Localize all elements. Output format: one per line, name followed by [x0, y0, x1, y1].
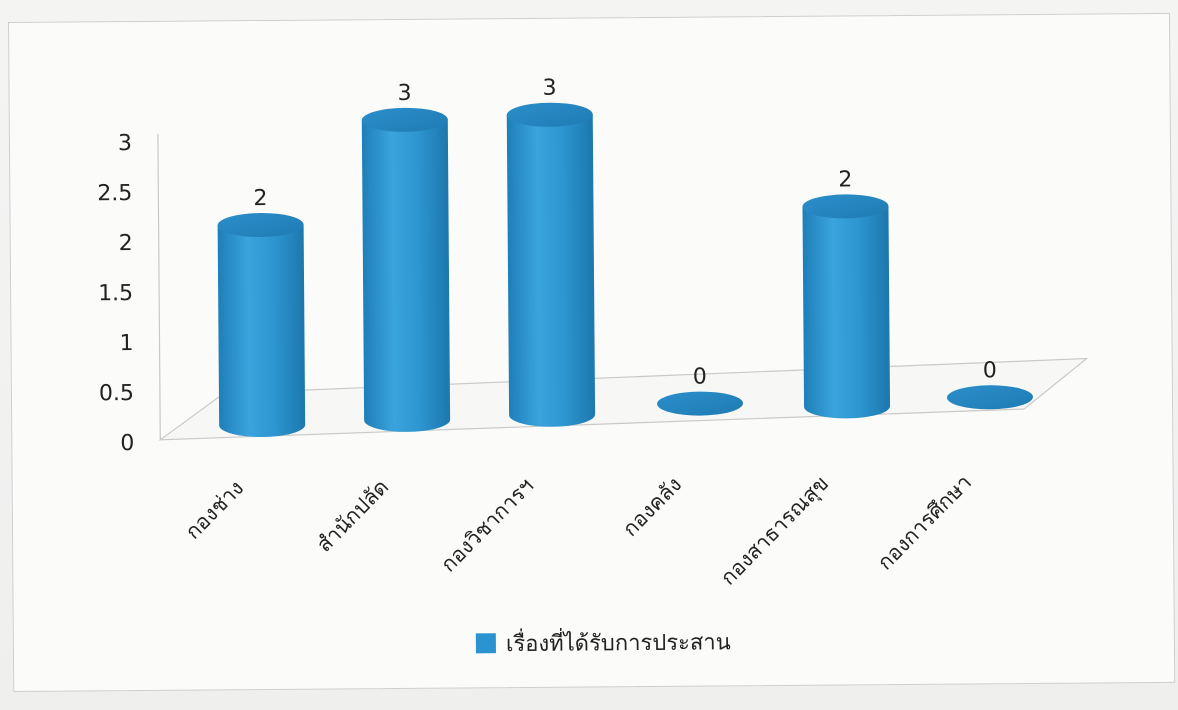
data-labels: 2 3 3 0 2 0 [253, 76, 997, 390]
y-tick-label: 1 [119, 331, 133, 356]
bar-top [946, 385, 1033, 410]
bar-top [657, 391, 744, 416]
y-tick-label: 2.5 [97, 181, 132, 206]
bar-body [802, 206, 891, 419]
legend: เรื่องที่ได้รับการประสาน [475, 626, 731, 657]
bar-top [217, 213, 304, 238]
bar [217, 213, 306, 438]
x-tick-label: กองการศึกษา [873, 470, 976, 575]
bars [217, 102, 1033, 438]
y-tick-label: 0 [120, 431, 134, 456]
bar-top [361, 107, 448, 132]
back-wall-edge [157, 133, 161, 440]
bar-top [802, 194, 889, 219]
y-tick-label: 0.5 [99, 381, 134, 406]
bar [506, 102, 596, 427]
data-label: 0 [983, 358, 997, 383]
data-label: 2 [253, 186, 267, 211]
data-label: 0 [693, 365, 707, 390]
bar [946, 385, 1033, 410]
x-tick-label: กองวิชาการฯ [436, 474, 538, 577]
y-tick-label: 2 [119, 231, 133, 256]
bar-top [506, 102, 593, 127]
x-tick-label: กองสาธารณสุข [716, 471, 834, 590]
x-tick-label: กองคลัง [618, 472, 686, 541]
bar [657, 391, 744, 416]
legend-swatch [475, 633, 496, 654]
x-axis-labels: กองช่าง สำนักปลัด กองวิชาการฯ กองคลัง กองสาธ… [181, 470, 977, 590]
y-tick-label: 3 [118, 131, 132, 156]
bar-body [361, 119, 451, 432]
data-label: 3 [542, 76, 556, 101]
bar-body [506, 114, 596, 427]
bar [361, 107, 451, 432]
bar [802, 194, 891, 419]
x-tick-label: สำนักปลัด [312, 475, 393, 557]
y-tick-label: 1.5 [98, 281, 133, 306]
legend-label: เรื่องที่ได้รับการประสาน [506, 626, 731, 657]
bar-body [217, 224, 306, 438]
y-axis: 0 0.5 1 1.5 2 2.5 3 [97, 131, 134, 456]
x-tick-label: กองช่าง [181, 476, 249, 544]
data-label: 3 [397, 81, 411, 106]
data-label: 2 [838, 167, 852, 192]
